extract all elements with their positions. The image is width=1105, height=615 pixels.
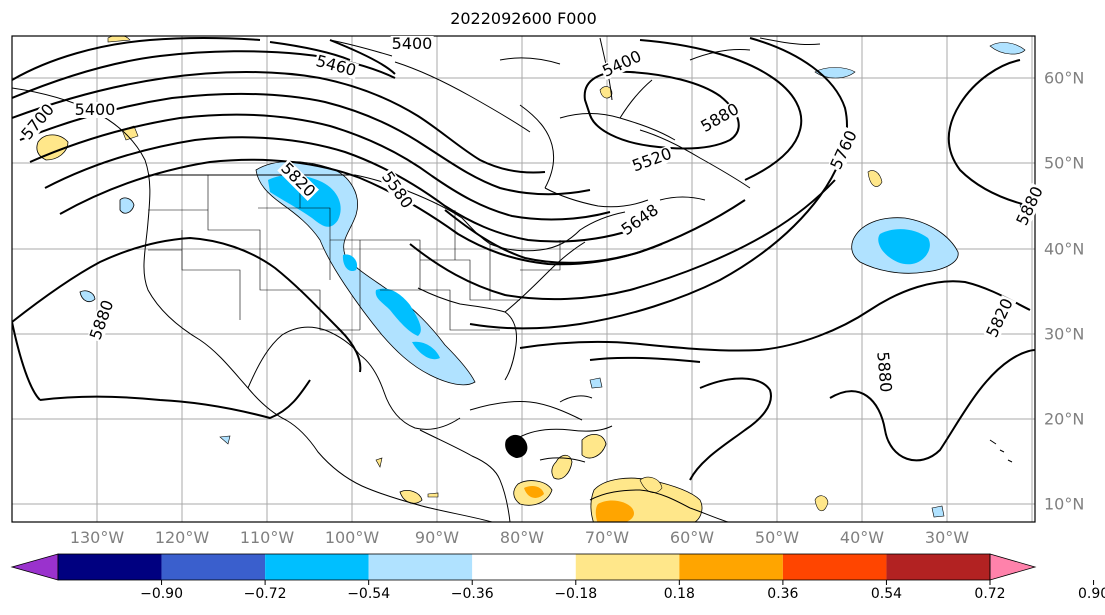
colorbar-segment [782, 554, 887, 580]
lon-label-40w: 40°W [839, 528, 885, 547]
lon-label-30w: 30°W [924, 528, 970, 547]
colorbar-segment [58, 554, 162, 580]
colorbar-tick-label: −0.18 [554, 586, 598, 602]
contour-label: 5400 [73, 100, 117, 119]
negative-anomaly-shading [79, 42, 1035, 518]
colorbar-extend-high [989, 553, 1037, 581]
lat-label-60n: 60°N [1044, 68, 1085, 88]
colorbar-segment [679, 554, 783, 580]
lon-label-90w: 90°W [414, 528, 460, 547]
colorbar-extend-low [10, 553, 59, 581]
storm-marker-icon [505, 434, 528, 458]
colorbar-tick-label: 0.54 [870, 586, 903, 602]
lat-label-10n: 10°N [1044, 494, 1085, 514]
lon-label-110w: 110°W [239, 528, 295, 547]
colorbar-tick-label: 0.36 [767, 586, 799, 602]
contour-label: 5880 [873, 350, 896, 394]
colorbar-segment [265, 554, 369, 580]
lat-label-50n: 50°N [1044, 153, 1085, 173]
colorbar-tick-label: −0.72 [243, 586, 287, 602]
colorbar-tick-label: −0.90 [140, 586, 183, 602]
lon-label-60w: 60°W [669, 528, 715, 547]
state-borders [148, 175, 561, 331]
lon-label-130w: 130°W [69, 528, 125, 547]
coastlines [12, 37, 1013, 522]
colorbar-segment [161, 554, 266, 580]
colorbar-frame [57, 553, 991, 581]
colorbar-segment [575, 554, 680, 580]
lon-label-100w: 100°W [324, 528, 380, 547]
colorbar [10, 553, 1095, 585]
colorbar-tick-label: 0.90 [1077, 586, 1105, 602]
lat-label-30n: 30°N [1044, 324, 1085, 344]
lon-label-120w: 120°W [154, 528, 210, 547]
map-title: 2022092600 F000 [450, 9, 597, 28]
colorbar-tick-label: −0.36 [450, 586, 494, 602]
colorbar-segment [472, 554, 576, 580]
lon-label-50w: 50°W [754, 528, 800, 547]
lat-label-20n: 20°N [1044, 409, 1085, 429]
colorbar-segment [886, 554, 990, 580]
positive-anomaly-shading [36, 36, 883, 522]
colorbar-tick-label: −0.54 [347, 586, 391, 602]
lon-label-80w: 80°W [499, 528, 545, 547]
colorbar-tick-label: 0.18 [663, 586, 695, 602]
contour-label: 5400 [390, 34, 434, 53]
colorbar-tick-label: 0.72 [974, 586, 1006, 602]
colorbar-segment [368, 554, 473, 580]
lon-label-70w: 70°W [584, 528, 630, 547]
lat-label-40n: 40°N [1044, 239, 1085, 259]
